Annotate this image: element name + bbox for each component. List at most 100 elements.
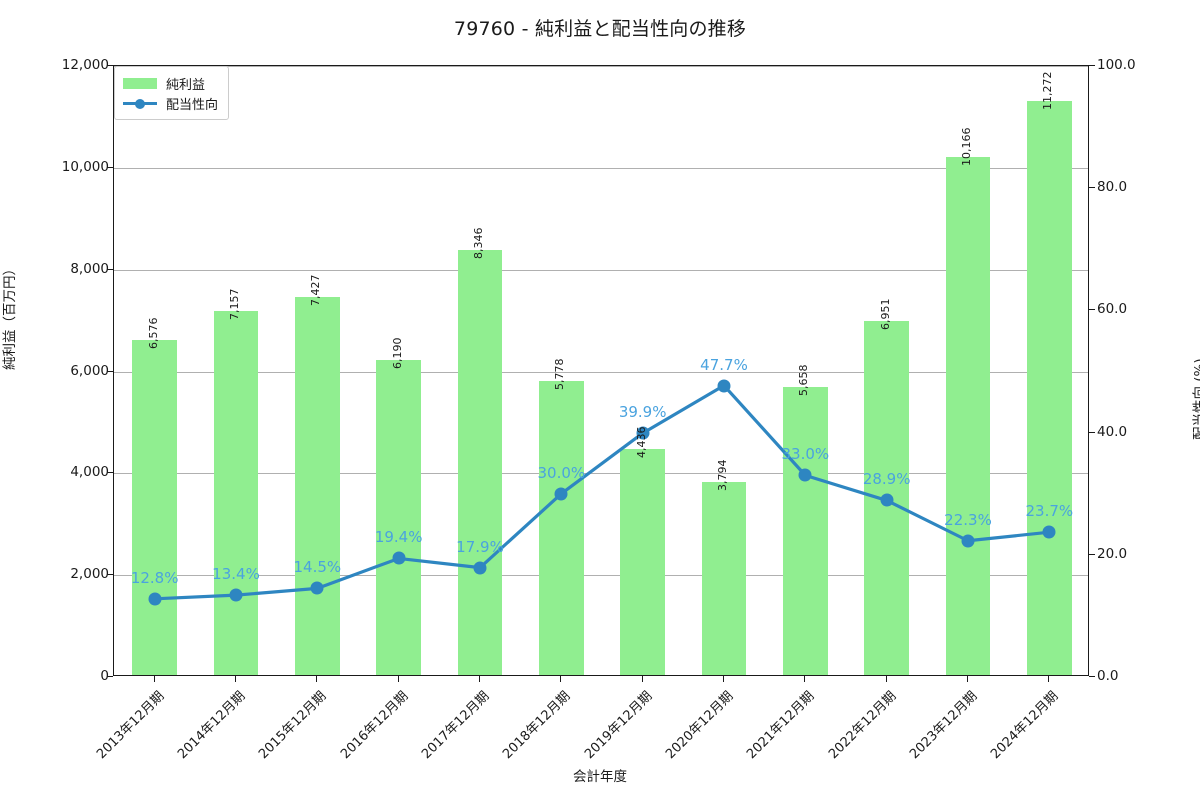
x-tick-label: 2016年12月期 — [337, 688, 412, 763]
x-axis-label: 会計年度 — [573, 769, 627, 785]
x-tick-mark — [479, 676, 481, 682]
y-tick-mark-left — [107, 166, 113, 168]
x-tick-label: 2024年12月期 — [988, 688, 1062, 763]
bar — [132, 340, 178, 675]
x-tick-label: 2019年12月期 — [581, 688, 656, 763]
line-value-label: 47.7% — [700, 355, 748, 374]
x-tick-mark — [316, 676, 318, 682]
bar-value-label: 6,190 — [390, 337, 404, 369]
line-marker — [392, 551, 406, 565]
x-tick-mark — [804, 676, 806, 682]
y-tick-mark-right — [1089, 431, 1095, 433]
chart-legend: 純利益 配当性向 — [114, 66, 230, 120]
line-value-label: 17.9% — [456, 537, 504, 556]
y-tick-mark-left — [107, 65, 113, 67]
y-tick-label-right: 80.0 — [1097, 179, 1128, 196]
y-tick-label-right: 40.0 — [1097, 423, 1128, 440]
bar — [538, 380, 584, 675]
bar — [376, 359, 422, 675]
plot-area: 12.8% 13.4% 14.5% 19.4% 17.9% 30.0% 39.9% 47.7%… — [113, 65, 1089, 676]
line-marker — [880, 493, 894, 507]
y-tick-mark-left — [107, 574, 113, 576]
bar — [213, 310, 259, 675]
bar-value-label: 11,272 — [1041, 71, 1055, 111]
x-tick-label: 2020年12月期 — [663, 688, 737, 763]
x-tick-label: 2023年12月期 — [907, 688, 981, 763]
bar — [457, 250, 503, 675]
legend-label-payout-ratio: 配当性向 — [166, 97, 219, 113]
line-marker — [961, 534, 975, 548]
bar-series-净利益 — [114, 66, 1088, 675]
line-value-label: 12.8% — [130, 568, 179, 587]
y-tick-label-right: 0.0 — [1097, 668, 1119, 684]
y-tick-label-left: 10,000 — [61, 158, 109, 175]
y-tick-mark-left — [107, 370, 113, 372]
x-tick-mark — [885, 676, 887, 682]
y-tick-label-left: 2,000 — [70, 566, 109, 583]
bar — [945, 157, 991, 675]
legend-label-net-income: 純利益 — [166, 77, 206, 93]
line-marker — [473, 561, 487, 575]
line-series-payout-ratio — [153, 383, 1051, 601]
line-value-label: 13.4% — [212, 565, 260, 584]
bar-value-label: 3,794 — [716, 459, 729, 491]
bar — [620, 449, 666, 675]
x-tick-mark — [153, 676, 155, 682]
gridline — [114, 66, 1088, 67]
bar-value-label: 5,778 — [553, 358, 567, 390]
y-tick-label-right: 100.0 — [1097, 57, 1136, 73]
y-tick-mark-right — [1089, 553, 1095, 555]
line-value-label: 19.4% — [374, 528, 423, 547]
y-axis-label-right: 配当性向 (%) — [1192, 358, 1200, 440]
bar-value-label: 10,166 — [960, 127, 973, 167]
y-tick-mark-left — [107, 472, 113, 474]
y-tick-label-left: 4,000 — [70, 464, 109, 481]
line-marker — [798, 468, 812, 482]
line-value-labels: 12.8% 13.4% 14.5% 19.4% 17.9% 30.0% 39.9% 47.7%… — [114, 66, 1088, 675]
x-tick-label: 2018年12月期 — [500, 688, 574, 763]
x-tick-label: 2015年12月期 — [256, 688, 330, 763]
line-marker — [717, 379, 731, 393]
x-tick-mark — [1048, 676, 1050, 682]
chart-title: 79760 - 純利益と配当性向の推移 — [453, 18, 747, 40]
line-value-label: 22.3% — [944, 510, 992, 529]
bar — [294, 296, 340, 675]
bar-value-label: 7,427 — [309, 274, 323, 306]
x-tick-mark — [967, 676, 969, 682]
bar-value-label: 6,951 — [878, 298, 892, 331]
y-tick-label-right: 20.0 — [1097, 545, 1128, 562]
line-marker — [554, 487, 568, 501]
line-marker — [229, 588, 243, 602]
x-tick-mark — [641, 676, 643, 682]
y-axis-label-left: 純利益（百万円） — [2, 262, 18, 370]
line-value-label: 28.9% — [862, 470, 911, 489]
bar-value-label: 8,346 — [472, 227, 485, 260]
bar-value-label: 5,658 — [797, 364, 811, 396]
y-tick-mark-right — [1089, 65, 1095, 67]
y-tick-label-right: 60.0 — [1097, 301, 1128, 318]
line-value-label: 39.9% — [618, 403, 667, 422]
bar — [1026, 101, 1072, 675]
bar-value-label: 6,576 — [146, 317, 160, 350]
x-tick-label: 2017年12月期 — [419, 688, 493, 763]
y-tick-label-left: 0 — [100, 668, 109, 684]
line-value-label: 33.0% — [781, 445, 830, 464]
legend-bar-swatch-icon — [123, 77, 157, 89]
line-marker — [636, 426, 650, 440]
line-marker — [310, 581, 324, 595]
gridline — [114, 473, 1088, 475]
gridline — [114, 167, 1088, 169]
gridline — [114, 269, 1088, 271]
x-tick-mark — [397, 676, 399, 682]
x-tick-label: 2014年12月期 — [175, 688, 249, 763]
x-tick-mark — [235, 676, 237, 682]
bar-value-label: 4,436 — [634, 426, 648, 459]
gridline — [114, 371, 1088, 373]
y-tick-label-left: 8,000 — [70, 260, 109, 277]
bar-value-labels: 6,576 7,157 7,427 6,190 8,346 5,778 4,436 3,794… — [114, 66, 1088, 675]
y-tick-mark-left — [107, 268, 113, 270]
y-tick-mark-right — [1089, 187, 1095, 189]
y-tick-mark-left — [107, 676, 113, 678]
payout-ratio-line — [153, 383, 1051, 601]
